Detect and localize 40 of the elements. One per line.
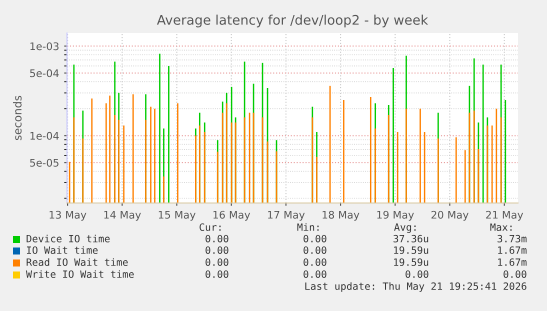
text: 0.00 [406, 270, 428, 278]
chart-title: Average latency for /dev/loop2 - by week [156, 14, 428, 28]
y-tick-label: 1e-03 [30, 42, 59, 50]
y-tick-label: 1e-04 [30, 132, 59, 140]
x-tick-label: 15 May [158, 210, 196, 221]
x-tick-label: 21 May [486, 210, 524, 221]
x-tick-label: 17 May [268, 210, 305, 221]
text: Max: [490, 223, 512, 231]
text: 0.00 [504, 270, 526, 278]
text: 0.00 [304, 246, 326, 254]
text: Last update: Thu May 21 19:25:41 2026 [305, 282, 526, 292]
text: 0.00 [206, 258, 228, 266]
x-tick-label: 18 May [322, 210, 360, 221]
text: 19.59u [394, 246, 428, 254]
y-tick-label: 5e-05 [30, 158, 58, 167]
x-tick-label: 20 May [431, 210, 468, 221]
x-tick-label: 14 May [104, 210, 141, 221]
legend-label: Device IO time [26, 234, 110, 242]
text: 1.67m [498, 246, 527, 254]
legend-label: Write IO Wait time [26, 270, 134, 278]
x-tick-label: 13 May [50, 210, 86, 221]
x-tick-label: 16 May [213, 210, 250, 221]
text: Min: [297, 223, 319, 231]
legend-label: Read IO Wait time [26, 258, 128, 266]
y-axis-title: seconds [13, 96, 22, 140]
text: 0.00 [304, 270, 326, 278]
x-tick-label: 19 May [377, 210, 414, 221]
text: 0.00 [304, 234, 326, 242]
text: 3.73m [498, 234, 527, 242]
text: 19.59u [394, 258, 428, 266]
text: 0.00 [304, 258, 326, 266]
text: Avg: [394, 223, 416, 233]
legend-label: IO Wait time [26, 246, 98, 254]
text: 1.67m [498, 258, 527, 266]
text: 0.00 [206, 234, 228, 242]
text: 0.00 [206, 246, 228, 254]
text: 37.36u [394, 234, 428, 242]
text: 0.00 [206, 270, 228, 278]
y-tick-label: 5e-04 [30, 69, 59, 78]
text: Cur: [200, 223, 221, 231]
